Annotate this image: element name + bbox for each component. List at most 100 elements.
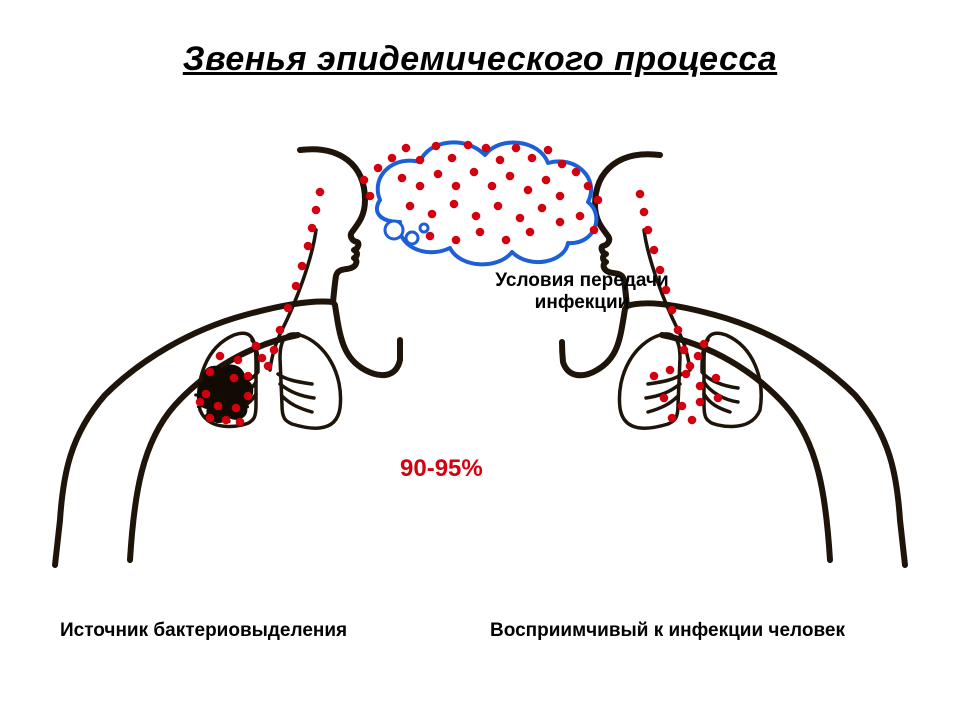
bacteria-dot bbox=[236, 418, 245, 427]
bacteria-dot bbox=[674, 326, 683, 335]
bacteria-dot bbox=[678, 402, 687, 411]
label-transmission-l1: Условия передачи bbox=[495, 270, 668, 291]
bacteria-dot bbox=[668, 414, 677, 423]
bacteria-dot bbox=[594, 196, 603, 205]
bacteria-dot bbox=[258, 354, 267, 363]
bacteria-dot bbox=[416, 156, 425, 165]
bacteria-dot bbox=[312, 206, 321, 215]
bacteria-dot bbox=[682, 370, 691, 379]
bacteria-dot bbox=[452, 236, 461, 245]
label-source: Источник бактериовыделения bbox=[60, 620, 390, 642]
bacteria-dot bbox=[696, 382, 705, 391]
bacteria-dot bbox=[316, 188, 325, 197]
cloud-bubble bbox=[406, 232, 418, 244]
bacteria-dot bbox=[234, 356, 243, 365]
bacteria-dot bbox=[696, 398, 705, 407]
bacteria-dot bbox=[512, 144, 521, 153]
bacteria-dot bbox=[432, 142, 441, 151]
bacteria-dot bbox=[284, 304, 293, 313]
bacteria-dot bbox=[448, 154, 457, 163]
bacteria-dot bbox=[494, 202, 503, 211]
figure-susceptible bbox=[562, 154, 905, 565]
bacteria-dot bbox=[452, 182, 461, 191]
bacteria-dot bbox=[544, 146, 553, 155]
bacteria-dot bbox=[244, 392, 253, 401]
figure-source bbox=[55, 149, 400, 565]
bacteria-dot bbox=[516, 214, 525, 223]
bacteria-dot bbox=[206, 414, 215, 423]
bacteria-dot bbox=[428, 210, 437, 219]
cloud-bubble bbox=[420, 224, 428, 232]
bacteria-dot bbox=[666, 366, 675, 375]
bacteria-dot bbox=[526, 228, 535, 237]
bacteria-dot bbox=[572, 168, 581, 177]
bacteria-dot bbox=[558, 160, 567, 169]
bacteria-dot bbox=[472, 212, 481, 221]
bacteria-dot bbox=[360, 176, 369, 185]
bacteria-dot bbox=[556, 218, 565, 227]
bacteria-dot bbox=[232, 404, 241, 413]
label-susceptible: Восприимчивый к инфекции человек bbox=[490, 620, 910, 642]
bacteria-dot bbox=[714, 394, 723, 403]
bacteria-dot bbox=[230, 374, 239, 383]
bacteria-dot bbox=[222, 416, 231, 425]
label-transmission: Условия передачиинфекции bbox=[472, 270, 692, 314]
bacteria-dot bbox=[488, 182, 497, 191]
bacteria-dot bbox=[464, 141, 473, 150]
bacteria-dot bbox=[214, 402, 223, 411]
bacteria-dot bbox=[688, 416, 697, 425]
bacteria-dot bbox=[584, 182, 593, 191]
bacteria-dot bbox=[476, 228, 485, 237]
bacteria-dot bbox=[398, 174, 407, 183]
bacteria-dot bbox=[650, 246, 659, 255]
bacteria-dot bbox=[374, 164, 383, 173]
bacteria-dot bbox=[590, 226, 599, 235]
bacteria-dot bbox=[644, 226, 653, 235]
body-outline bbox=[55, 302, 400, 565]
bacteria-dot bbox=[496, 156, 505, 165]
bacteria-dot bbox=[206, 368, 215, 377]
bacteria-dot bbox=[196, 398, 205, 407]
bacteria-dot bbox=[366, 192, 375, 201]
bacteria-dot bbox=[264, 362, 273, 371]
diagram-stage: Звенья эпидемического процесса Условия п… bbox=[0, 0, 960, 720]
bacteria-dot bbox=[502, 236, 511, 245]
bacteria-dot bbox=[244, 372, 253, 381]
stat-percentage: 90-95% bbox=[400, 455, 483, 483]
bacteria-dot bbox=[388, 154, 397, 163]
cloud-bubble bbox=[385, 221, 403, 239]
bacteria-dot bbox=[636, 190, 645, 199]
bacteria-dot bbox=[434, 170, 443, 179]
bacteria-dot bbox=[416, 182, 425, 191]
bacteria-dot bbox=[538, 204, 547, 213]
bacteria-dot bbox=[660, 394, 669, 403]
bacteria-dot bbox=[686, 362, 695, 371]
bacteria-dot bbox=[528, 154, 537, 163]
bacteria-dot bbox=[308, 224, 317, 233]
bacteria-dot bbox=[402, 144, 411, 153]
bacteria-dot bbox=[650, 372, 659, 381]
bacteria-dot bbox=[482, 144, 491, 153]
bacteria-dot bbox=[406, 202, 415, 211]
bacteria-dot bbox=[252, 342, 261, 351]
bacteria-dot bbox=[470, 168, 479, 177]
label-transmission-l2: инфекции bbox=[535, 292, 630, 313]
bacteria-dot bbox=[694, 352, 703, 361]
bacteria-dot bbox=[304, 242, 313, 251]
bacteria-dot bbox=[450, 200, 459, 209]
bacteria-dot bbox=[202, 390, 211, 399]
bacteria-dot bbox=[556, 192, 565, 201]
bacteria-dot bbox=[292, 282, 301, 291]
bacteria-dot bbox=[270, 346, 279, 355]
body-outline bbox=[562, 303, 905, 565]
bacteria-dot bbox=[680, 346, 689, 355]
bacteria-dot bbox=[700, 340, 709, 349]
bacteria-dot bbox=[640, 208, 649, 217]
bacteria-dot bbox=[524, 186, 533, 195]
diagram-svg bbox=[0, 0, 960, 720]
bacteria-dot bbox=[216, 352, 225, 361]
bacteria-dot bbox=[576, 212, 585, 221]
bacteria-dot bbox=[276, 326, 285, 335]
bacteria-dot bbox=[298, 262, 307, 271]
bacteria-dot bbox=[542, 176, 551, 185]
